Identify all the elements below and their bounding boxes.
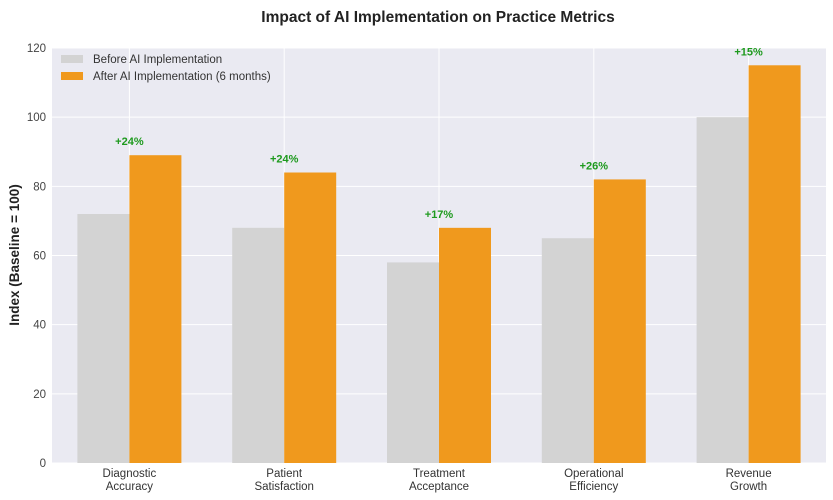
bar-after (439, 227, 491, 463)
y-tick-label: 80 (33, 181, 46, 193)
annotations: +24% +24% +17% +26% +15% (115, 46, 763, 221)
change-annotation: +24% (270, 154, 299, 166)
change-annotation: +24% (115, 136, 144, 148)
bar-after (284, 172, 337, 463)
y-axis-ticks: 0 20 40 60 80 100 120 (27, 43, 46, 470)
legend-label: After AI Implementation (6 months) (93, 71, 271, 83)
bar-before (387, 262, 439, 463)
change-annotation: +15% (734, 46, 763, 58)
y-tick-label: 0 (40, 458, 46, 470)
bar-before (232, 227, 285, 463)
legend-swatch (61, 55, 83, 63)
bar-before (77, 214, 130, 463)
bar-before (541, 238, 594, 463)
bar-after (593, 179, 646, 463)
bars (77, 65, 801, 464)
x-tick-label: Revenue Growth (726, 468, 772, 493)
legend: Before AI Implementation After AI Impleme… (61, 54, 271, 83)
x-tick-label: Diagnostic Accuracy (103, 468, 157, 493)
legend-label: Before AI Implementation (93, 54, 222, 66)
x-tick-label: Operational Efficiency (564, 468, 623, 493)
y-axis-label: Index (Baseline = 100) (7, 184, 22, 325)
y-tick-label: 60 (33, 251, 46, 263)
change-annotation: +26% (580, 160, 609, 172)
x-tick-label: Treatment Acceptance (409, 468, 469, 493)
bar-after (748, 65, 801, 464)
y-tick-label: 40 (33, 320, 46, 332)
y-tick-label: 100 (27, 112, 46, 124)
y-tick-label: 120 (27, 43, 46, 55)
x-axis-ticks: Diagnostic Accuracy Patient Satisfaction Tre… (103, 468, 772, 493)
y-tick-label: 20 (33, 389, 46, 401)
change-annotation: +17% (425, 209, 454, 221)
bar-after (129, 155, 182, 464)
chart-title: Impact of AI Implementation on Practice … (261, 9, 614, 26)
x-tick-label: Patient Satisfaction (254, 468, 313, 493)
bar-before (696, 117, 749, 464)
legend-swatch (61, 72, 83, 80)
